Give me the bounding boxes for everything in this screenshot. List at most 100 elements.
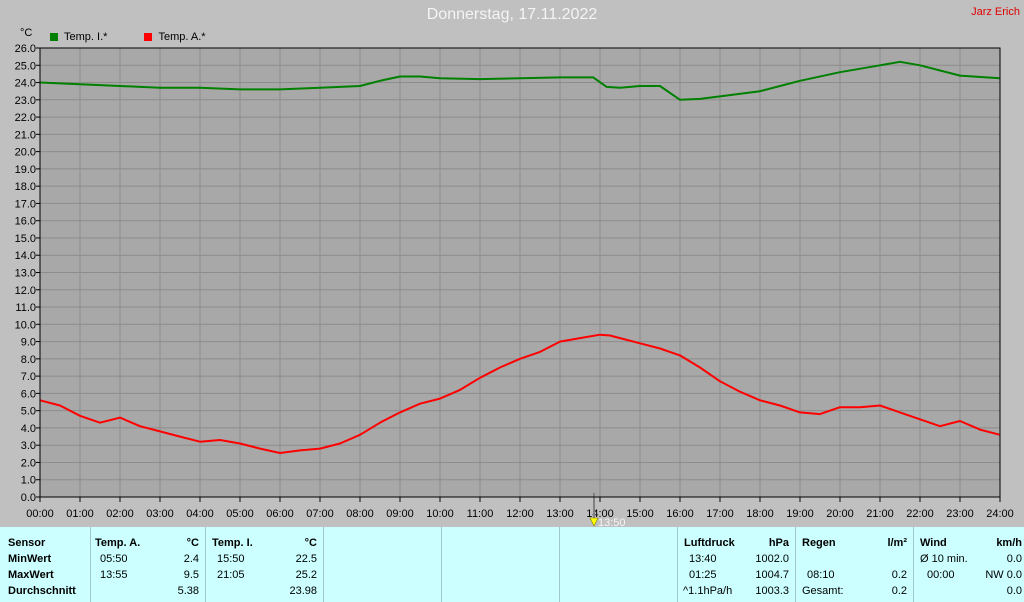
x-axis: 00:00 01:00 02:00 03:00 04:00 05:00 06:00 07:00… (26, 497, 1014, 520)
y-tick-label: 10.0 (15, 319, 36, 331)
temp-i-average: 23.98 (289, 585, 317, 597)
y-tick-label: 8.0 (21, 354, 36, 366)
y-axis: 0.0 1.0 2.0 3.0 4.0 5.0 6.0 7.0 8.0 9.0 10.0 11.0 12… (15, 43, 40, 504)
plot-frame (39, 47, 1001, 498)
y-tick-label: 24.0 (15, 78, 36, 90)
wind-last-value: 0.0 (1006, 585, 1022, 597)
x-tick-label: 24:00 (986, 508, 1014, 520)
y-tick-label: 18.0 (15, 181, 36, 193)
temp-a-column: Temp. A. °C 05:50 2.4 13:55 9.5 5.38 (90, 527, 206, 602)
temp-i-max-time: 21:05 (217, 569, 245, 581)
x-tick-label: 09:00 (386, 508, 414, 520)
legend-label-outdoor: Temp. A.* (158, 31, 206, 43)
wind-header: Wind (920, 537, 947, 549)
legend-swatch-indoor (50, 33, 58, 41)
temp-i-column: Temp. I. °C 15:50 22.5 21:05 25.2 23.98 (205, 527, 324, 602)
y-tick-label: 5.0 (21, 406, 36, 418)
x-tick-label: 05:00 (226, 508, 254, 520)
x-tick-label: 04:00 (186, 508, 214, 520)
temp-i-header: Temp. I. (212, 537, 253, 549)
chart-title: Donnerstag, 17.11.2022 (426, 6, 598, 23)
cursor-time-label: 13:50 (598, 517, 626, 527)
temperature-chart: 0.0 1.0 2.0 3.0 4.0 5.0 6.0 7.0 8.0 9.0 10.0 11.0 12… (15, 43, 1014, 527)
wind-max-value: NW 0.0 (985, 569, 1022, 581)
x-tick-label: 15:00 (626, 508, 654, 520)
y-tick-label: 9.0 (21, 337, 36, 349)
temp-a-max-value: 9.5 (183, 569, 199, 581)
temp-a-average: 5.38 (177, 585, 199, 597)
pressure-trend-value: 1003.3 (755, 585, 789, 597)
y-tick-label: 3.0 (21, 440, 36, 452)
x-tick-label: 03:00 (146, 508, 174, 520)
rain-time: 08:10 (807, 569, 835, 581)
wind-unit: km/h (996, 537, 1022, 549)
y-tick-label: 17.0 (15, 198, 36, 210)
legend-item-indoor[interactable]: Temp. I.* (50, 31, 107, 43)
x-tick-label: 10:00 (426, 508, 454, 520)
x-tick-label: 00:00 (26, 508, 54, 520)
rain-column: Regen l/m² 08:10 0.2 Gesamt: 0.2 (795, 527, 914, 602)
x-tick-label: 16:00 (666, 508, 694, 520)
x-tick-label: 22:00 (906, 508, 934, 520)
x-tick-label: 19:00 (786, 508, 814, 520)
outdoor-temperature-line (39, 333, 1001, 454)
pressure-min-time: 13:40 (689, 553, 717, 565)
time-cursor: 13:50 (589, 493, 626, 527)
data-series (39, 60, 1001, 454)
y-tick-label: 11.0 (15, 302, 36, 314)
rain-total-value: 0.2 (891, 585, 907, 597)
wind-avg-label: Ø 10 min. (920, 553, 968, 565)
grid-lines (40, 48, 1000, 497)
y-tick-label: 4.0 (21, 423, 36, 435)
rain-header: Regen (802, 537, 836, 549)
author-label: Jarz Erich (971, 6, 1020, 18)
x-tick-label: 20:00 (826, 508, 854, 520)
y-tick-label: 26.0 (15, 43, 36, 55)
statistics-table: Sensor MinWert MaxWert Durchschnitt Temp… (0, 527, 1024, 602)
y-tick-label: 22.0 (15, 112, 36, 124)
legend: Temp. I.* Temp. A.* (50, 31, 240, 44)
x-tick-label: 06:00 (266, 508, 294, 520)
temp-i-min-value: 22.5 (295, 553, 317, 565)
legend-item-outdoor[interactable]: Temp. A.* (144, 31, 206, 43)
avg-row-label: Durchschnitt (8, 585, 76, 597)
x-tick-label: 21:00 (866, 508, 894, 520)
y-tick-label: 25.0 (15, 60, 36, 72)
y-tick-label: 2.0 (21, 457, 36, 469)
temp-a-header: Temp. A. (95, 537, 141, 549)
wind-column: Wind km/h Ø 10 min. 0.0 00:00 NW 0.0 0.0 (913, 527, 1024, 602)
sensor-column: Sensor MinWert MaxWert Durchschnitt (0, 527, 91, 602)
empty-column-2 (441, 527, 560, 602)
x-tick-label: 07:00 (306, 508, 334, 520)
temp-i-min-time: 15:50 (217, 553, 245, 565)
temp-a-max-time: 13:55 (100, 569, 128, 581)
y-axis-unit: °C (20, 27, 33, 39)
x-tick-label: 01:00 (66, 508, 94, 520)
legend-label-indoor: Temp. I.* (64, 31, 108, 43)
wind-max-time: 00:00 (927, 569, 955, 581)
pressure-unit: hPa (768, 537, 789, 549)
min-row-label: MinWert (8, 553, 52, 565)
max-row-label: MaxWert (8, 569, 54, 581)
y-tick-label: 20.0 (15, 147, 36, 159)
y-tick-label: 21.0 (15, 129, 36, 141)
empty-column-1 (323, 527, 442, 602)
y-tick-label: 0.0 (21, 492, 36, 504)
temp-i-unit: °C (304, 537, 317, 549)
empty-column-3 (559, 527, 678, 602)
wind-avg-value: 0.0 (1006, 553, 1022, 565)
temp-a-min-time: 05:50 (100, 553, 128, 565)
rain-total-label: Gesamt: (802, 585, 844, 597)
rain-unit: l/m² (887, 537, 907, 549)
legend-swatch-outdoor (144, 33, 153, 41)
y-tick-label: 1.0 (21, 475, 36, 487)
x-tick-label: 13:00 (546, 508, 574, 520)
x-tick-label: 11:00 (467, 508, 494, 520)
pressure-max-value: 1004.7 (755, 569, 789, 581)
cursor-marker-icon[interactable] (589, 517, 599, 527)
x-tick-label: 23:00 (946, 508, 974, 520)
pressure-header: Luftdruck (684, 537, 735, 549)
x-tick-label: 02:00 (106, 508, 134, 520)
y-tick-label: 19.0 (15, 164, 36, 176)
